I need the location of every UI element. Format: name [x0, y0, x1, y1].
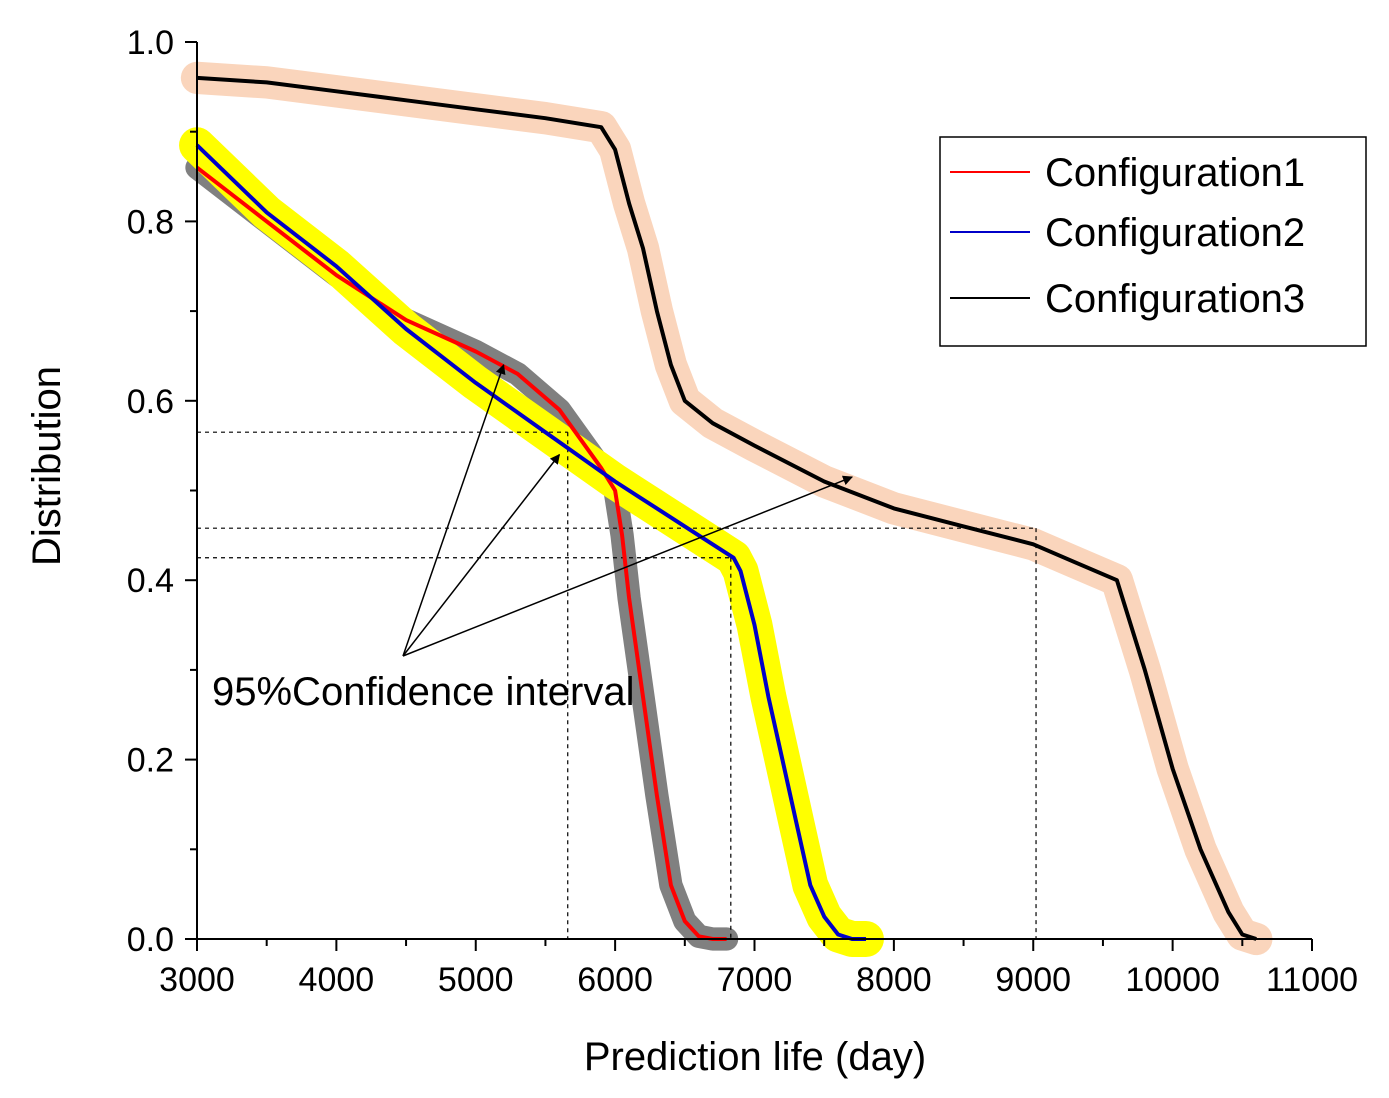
legend-label-3: Configuration3: [1045, 277, 1305, 321]
x-tick-label: 8000: [856, 961, 932, 999]
x-tick-label: 3000: [159, 961, 235, 999]
x-axis-title: Prediction life (day): [584, 1035, 926, 1079]
x-tick-label: 9000: [995, 961, 1071, 999]
line-series-3: [196, 75, 1257, 941]
annotation-arrow-1: [402, 363, 506, 657]
line-series-2: [195, 143, 866, 941]
x-tick-label: 10000: [1125, 961, 1220, 999]
annotation-text: 95%Confidence interval: [212, 670, 634, 714]
x-tick-label: 7000: [717, 961, 793, 999]
x-tick-label: 5000: [438, 961, 514, 999]
reference-lines: [197, 431, 1037, 939]
y-tick-label: 1.0: [127, 24, 174, 62]
y-tick-label: 0.4: [127, 562, 174, 600]
band-series-2: [179, 127, 884, 957]
series-lines: [195, 75, 1257, 941]
y-tick-label: 0.8: [127, 203, 174, 241]
axis-ticks: 3000 4000 5000 6000 7000 8000 9000 10000 11000 0.…: [127, 24, 1358, 999]
x-tick-label: 4000: [299, 961, 375, 999]
y-axis-title: Distribution: [25, 366, 69, 566]
legend: Configuration1 Configuration2 Configuratio…: [939, 136, 1367, 347]
line-series-1: [195, 166, 727, 941]
annotation-arrow-2: [402, 453, 560, 657]
x-tick-label: 6000: [577, 961, 653, 999]
y-tick-label: 0.0: [127, 921, 174, 959]
legend-label-2: Configuration2: [1045, 211, 1305, 255]
confidence-annotation: 95%Confidence interval: [212, 363, 853, 714]
y-tick-label: 0.6: [127, 383, 174, 421]
legend-label-1: Configuration1: [1045, 151, 1305, 195]
x-tick-label: 11000: [1266, 961, 1358, 999]
annotation-arrow-3: [402, 475, 853, 657]
y-tick-label: 0.2: [127, 742, 174, 780]
